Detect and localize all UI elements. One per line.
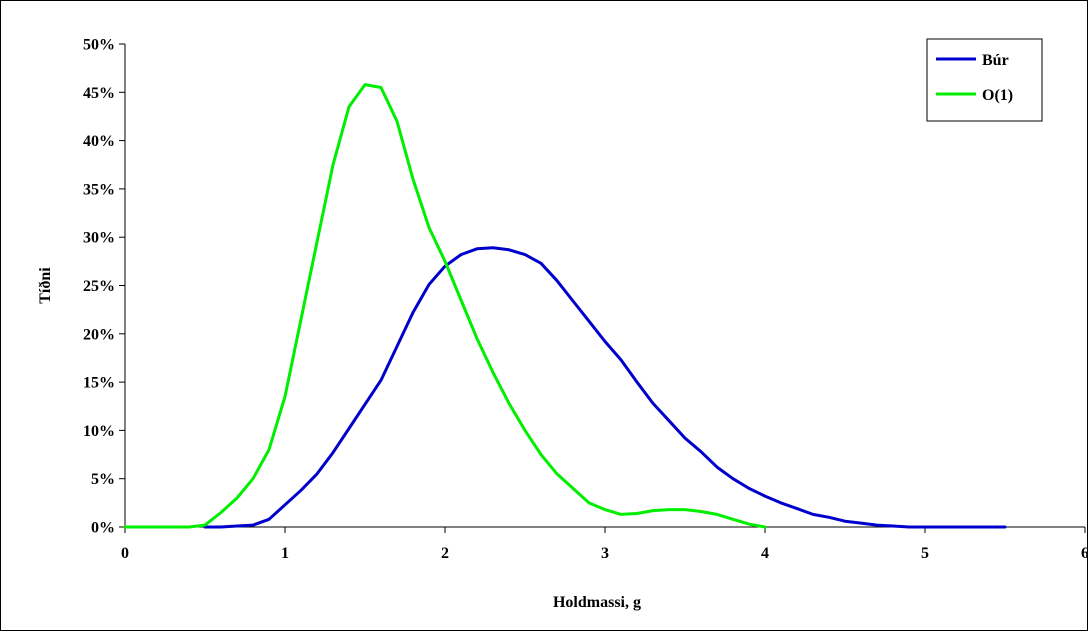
legend-label: Búr [982,52,1009,69]
legend-label: O(1) [982,87,1013,104]
x-tick-label: 1 [281,545,289,562]
series-line [203,246,1007,529]
y-tick-label: 30% [83,230,115,247]
x-axis-label: Holdmassi, g [553,594,641,611]
x-tick-label: 3 [601,545,609,562]
y-tick-label: 0% [91,520,115,537]
x-tick-label: 5 [921,545,929,562]
series-layer [123,83,1007,529]
series-0 [203,246,1007,529]
y-tick-label: 45% [83,85,115,102]
y-tick-label: 15% [83,375,115,392]
y-tick-label: 10% [83,423,115,440]
y-tick-label: 20% [83,326,115,343]
x-tick-label: 0 [121,545,129,562]
legend: Búr O(1) [926,38,1043,122]
axes: 0% 5% 10% 15% 20% 25% 30% 35% 40% 45% 50% 0 1 2 3 4 5 6 [83,37,1088,563]
x-tick-label: 6 [1081,545,1088,562]
y-axis-label: Tíðni [37,267,54,304]
y-tick-label: 40% [83,133,115,150]
series-1 [123,83,767,529]
y-tick-label: 5% [91,471,115,488]
x-tick-label: 4 [761,545,769,562]
y-tick-label: 35% [83,181,115,198]
y-tick-label: 50% [83,37,115,54]
x-tick-label: 2 [441,545,449,562]
legend-box [926,38,1043,122]
series-line [123,83,767,529]
y-tick-label: 25% [83,278,115,295]
